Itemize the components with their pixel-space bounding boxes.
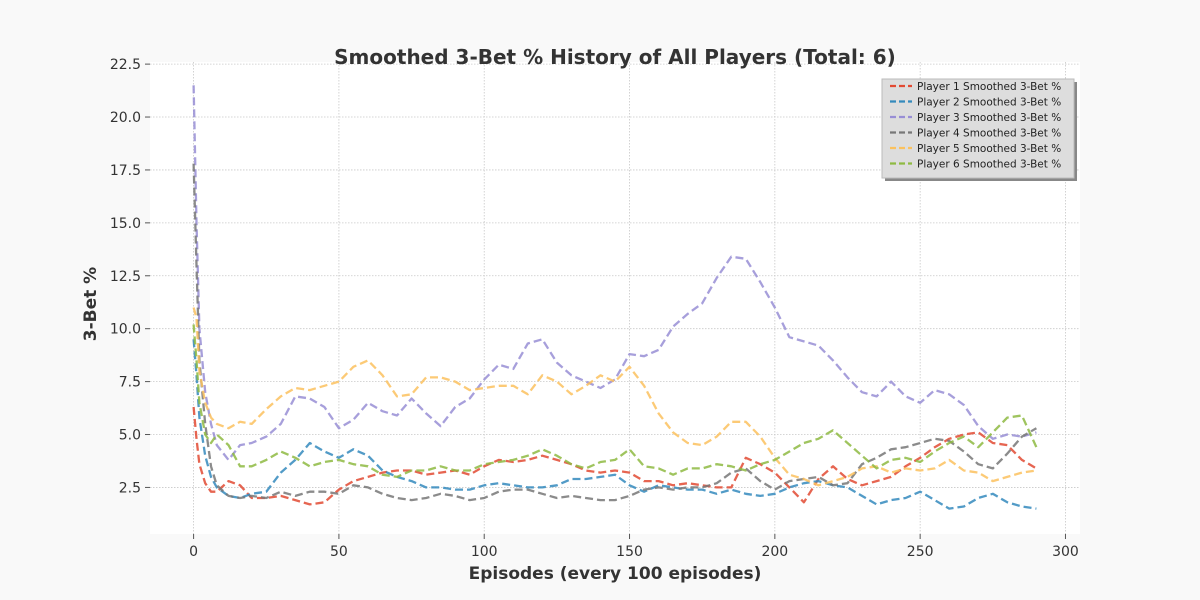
series-line-player-3 bbox=[192, 85, 1037, 462]
legend-label: Player 5 Smoothed 3-Bet % bbox=[917, 143, 1061, 155]
series-line-player-5 bbox=[192, 307, 1037, 487]
series-line-player-1 bbox=[192, 406, 1037, 506]
x-tick-label: 150 bbox=[616, 544, 643, 560]
series-lines bbox=[192, 85, 1038, 510]
legend-label: Player 1 Smoothed 3-Bet % bbox=[917, 81, 1061, 93]
y-tick-label: 7.5 bbox=[119, 375, 141, 391]
x-tick-label: 300 bbox=[1052, 544, 1079, 560]
x-tick-label: 100 bbox=[471, 544, 498, 560]
y-tick-label: 12.5 bbox=[110, 269, 141, 285]
legend-label: Player 3 Smoothed 3-Bet % bbox=[917, 112, 1061, 124]
legend-label: Player 4 Smoothed 3-Bet % bbox=[917, 128, 1061, 140]
y-axis-title: 3-Bet % bbox=[81, 267, 101, 341]
legend: Player 1 Smoothed 3-Bet % Player 2 Smooth… bbox=[881, 78, 1077, 181]
y-tick-label: 22.5 bbox=[110, 57, 141, 73]
x-tick-label: 0 bbox=[189, 544, 198, 560]
y-tick-label: 10.0 bbox=[110, 322, 141, 338]
series-line-player-6 bbox=[192, 324, 1038, 479]
y-tick-label: 17.5 bbox=[110, 163, 141, 179]
legend-label: Player 6 Smoothed 3-Bet % bbox=[917, 159, 1061, 171]
y-tick-label: 5.0 bbox=[119, 428, 141, 444]
x-tick-label: 50 bbox=[330, 544, 348, 560]
x-tick-label: 250 bbox=[907, 544, 934, 560]
legend-box bbox=[881, 78, 1075, 179]
y-tick-label: 2.5 bbox=[119, 480, 141, 496]
y-tick-label: 20.0 bbox=[110, 110, 141, 126]
y-tick-label: 15.0 bbox=[110, 216, 141, 232]
series-line-player-2 bbox=[192, 339, 1037, 510]
x-tick-label: 200 bbox=[761, 544, 788, 560]
chart-title: Smoothed 3-Bet % History of All Players … bbox=[334, 45, 896, 69]
legend-label: Player 2 Smoothed 3-Bet % bbox=[917, 97, 1061, 109]
axes: 0 50 100 150 200 250 300 2.5 5.0 7.5 10.0 12.5 15.0 1… bbox=[110, 57, 1079, 560]
x-axis-title: Episodes (every 100 episodes) bbox=[469, 564, 762, 584]
series-line-player-4 bbox=[192, 163, 1037, 502]
